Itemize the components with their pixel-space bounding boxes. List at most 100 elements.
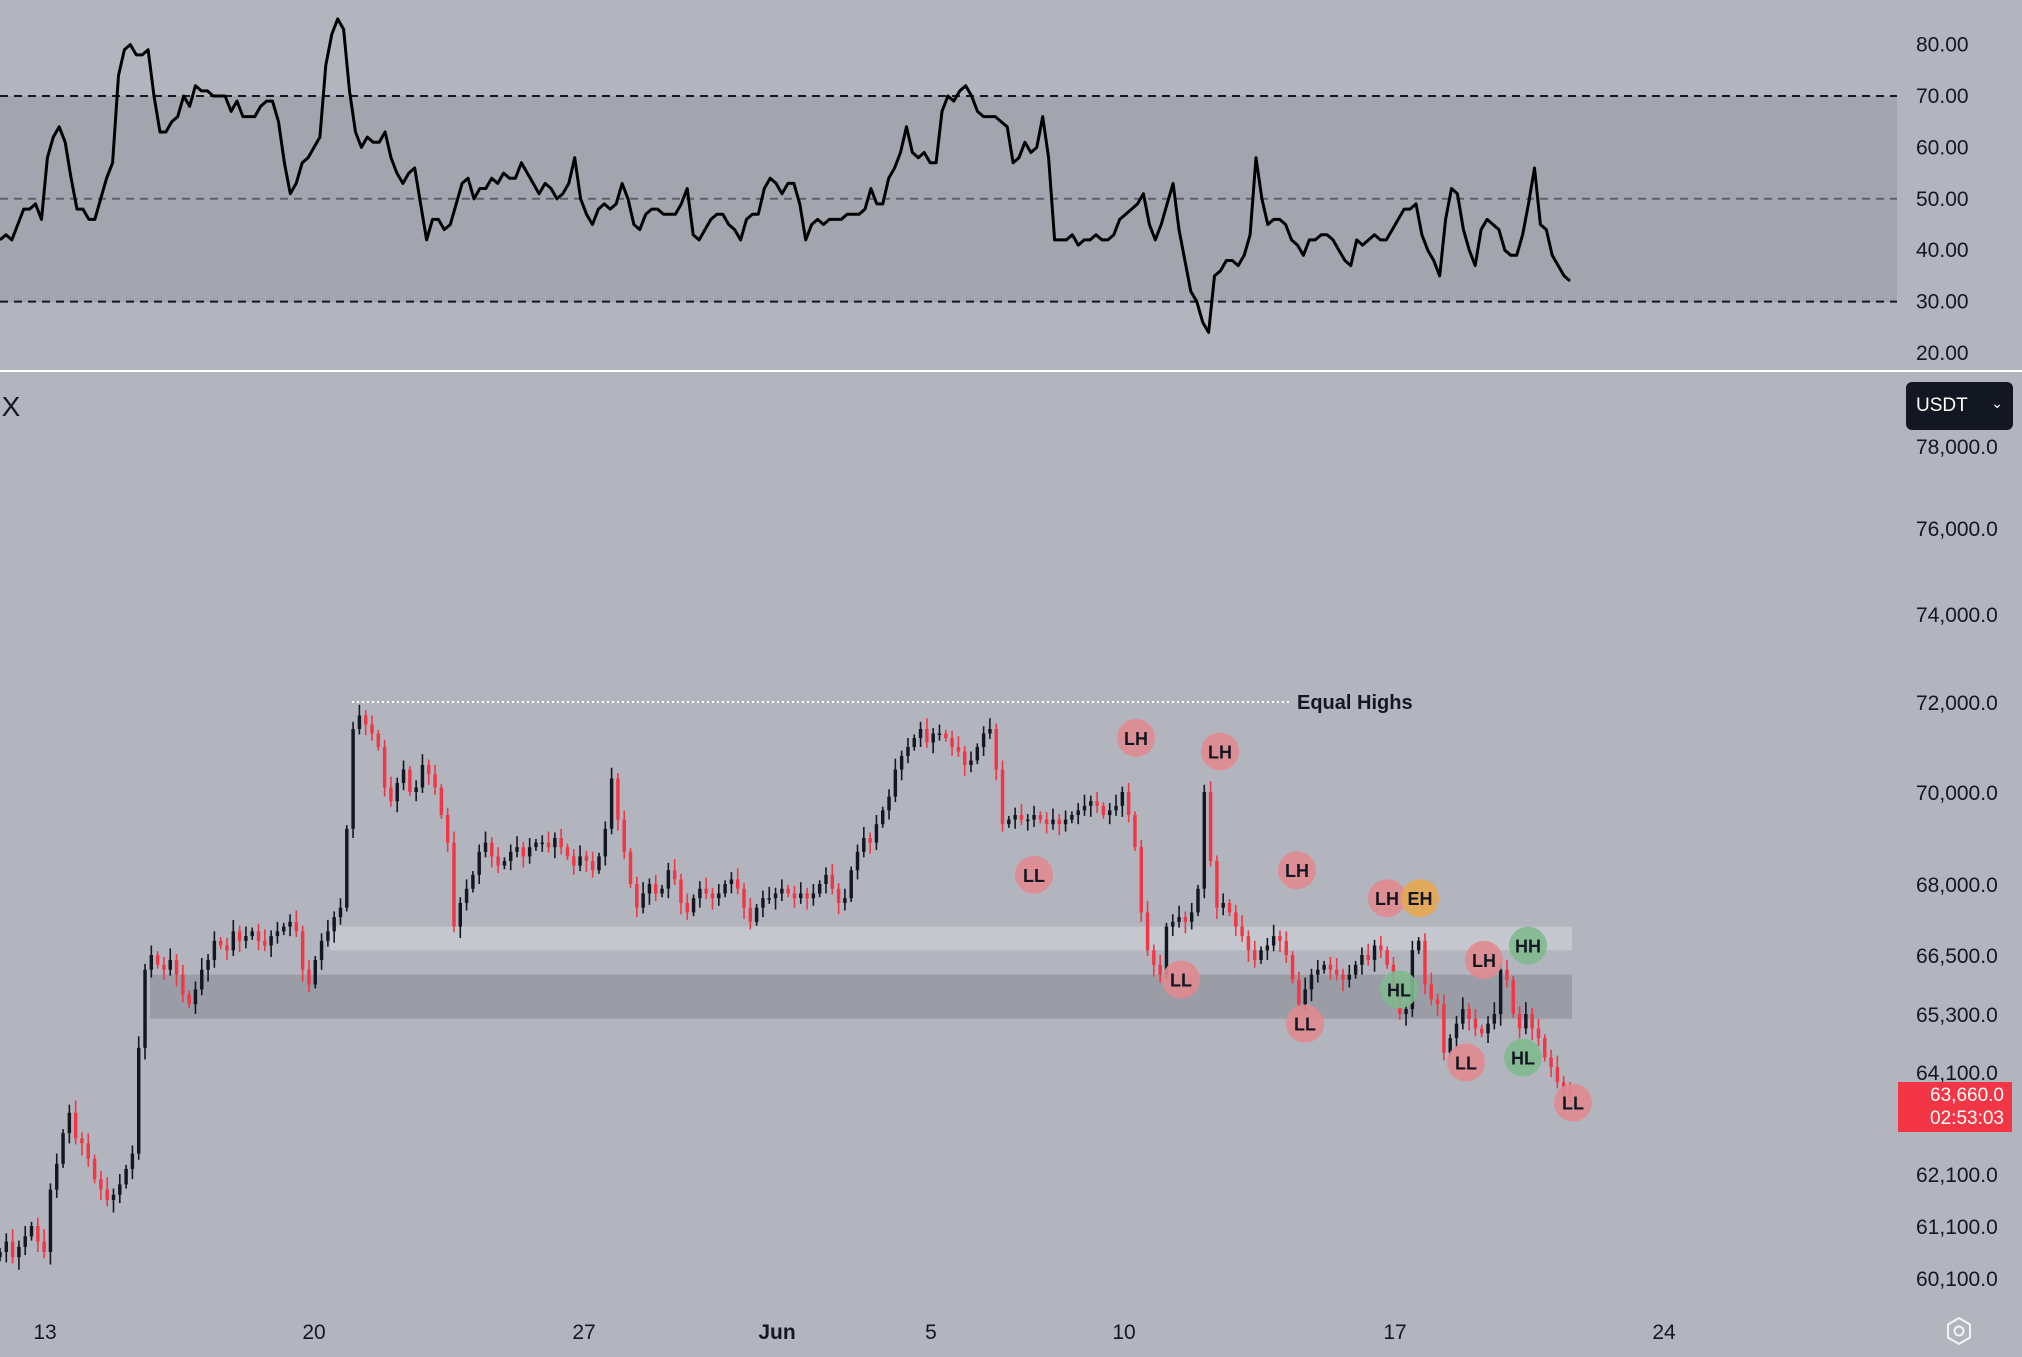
candle (836, 883, 841, 915)
candle (887, 789, 891, 820)
candle (1479, 1024, 1484, 1038)
candle (906, 738, 910, 764)
close-button[interactable]: X (1, 391, 21, 422)
candle (691, 894, 696, 917)
candle (1007, 815, 1011, 828)
candle (1120, 786, 1125, 817)
candle (792, 885, 797, 908)
candle (376, 729, 381, 751)
candle (427, 759, 431, 785)
candle (1347, 964, 1352, 988)
candle (1492, 1002, 1497, 1030)
candle (811, 884, 816, 906)
candle (679, 873, 683, 915)
marker-eh: EH (1401, 879, 1439, 918)
candle (584, 850, 589, 873)
candle-countdown: 02:53:03 (1930, 1108, 2004, 1129)
candle (1442, 994, 1446, 1061)
candle (401, 760, 406, 791)
candle (1114, 794, 1118, 816)
candle (1416, 937, 1421, 955)
marker-label: HH (1515, 937, 1541, 957)
candle (981, 726, 986, 756)
candle (218, 937, 223, 950)
time-tick-label: 20 (302, 1321, 325, 1344)
candle (893, 758, 898, 803)
candle (540, 835, 544, 852)
candle (118, 1174, 122, 1204)
candle (10, 1229, 15, 1264)
candle (1429, 972, 1434, 1006)
candle (1549, 1049, 1553, 1078)
candle (1196, 884, 1200, 917)
candle (389, 776, 393, 807)
candle (1107, 803, 1112, 825)
candle (143, 963, 147, 1060)
candle (351, 721, 355, 838)
candle (1328, 956, 1333, 980)
candle (1309, 968, 1314, 1002)
candle (332, 911, 336, 943)
candle (1063, 810, 1068, 832)
price-tick-label: 65,300.0 (1916, 1004, 1998, 1027)
marker-lh: LH (1278, 851, 1316, 890)
candle (181, 964, 185, 1003)
candle (1341, 968, 1345, 992)
candle (338, 898, 343, 925)
candle (1517, 1006, 1522, 1039)
candle (956, 736, 961, 757)
marker-ll: LL (1162, 960, 1200, 999)
candle (269, 930, 273, 957)
candle (1284, 931, 1288, 963)
time-tick-label: 24 (1652, 1321, 1676, 1344)
marker-hl: HL (1504, 1038, 1542, 1077)
settings-icon[interactable] (1944, 1316, 1974, 1346)
candle (553, 832, 557, 859)
candle (666, 862, 671, 899)
candle (742, 883, 746, 920)
candle (1271, 924, 1276, 952)
candle (817, 880, 822, 898)
marker-lh: LH (1368, 879, 1406, 918)
marker-ll: LL (1015, 855, 1053, 894)
candle (187, 990, 191, 1009)
candle (471, 871, 475, 893)
candle (477, 844, 481, 884)
candle (1322, 960, 1326, 974)
candle (1234, 904, 1238, 937)
candle (572, 849, 576, 875)
marker-label: LH (1208, 743, 1232, 763)
candle (433, 765, 437, 795)
candle (17, 1240, 21, 1270)
candle (609, 767, 614, 835)
equal-highs-label: Equal Highs (1297, 692, 1413, 714)
price-tick-label: 76,000.0 (1916, 518, 1998, 541)
candle (647, 878, 652, 905)
candle (288, 914, 292, 937)
candle (805, 887, 809, 910)
candle (363, 710, 368, 736)
candle (1555, 1055, 1560, 1089)
candle (830, 863, 835, 895)
candle (1038, 811, 1043, 824)
candle (86, 1133, 91, 1167)
candle (1158, 955, 1162, 983)
candle (1101, 802, 1106, 819)
candle (23, 1226, 27, 1256)
candle (174, 954, 179, 987)
marker-ll: LL (1554, 1083, 1592, 1122)
candle (1215, 855, 1219, 920)
marker-label: LL (1023, 866, 1045, 886)
candle (162, 956, 166, 980)
candle (635, 876, 639, 918)
candle (994, 723, 998, 781)
candle (1133, 811, 1137, 851)
candle (420, 754, 425, 793)
price-tick-label: 68,000.0 (1916, 874, 1998, 897)
candle (1385, 946, 1389, 969)
price-tick-label: 66,500.0 (1916, 945, 1998, 968)
marker-label: LH (1472, 951, 1496, 971)
marker-label: LH (1375, 889, 1399, 909)
currency-select[interactable]: USDT ⌄ (1906, 382, 2013, 430)
